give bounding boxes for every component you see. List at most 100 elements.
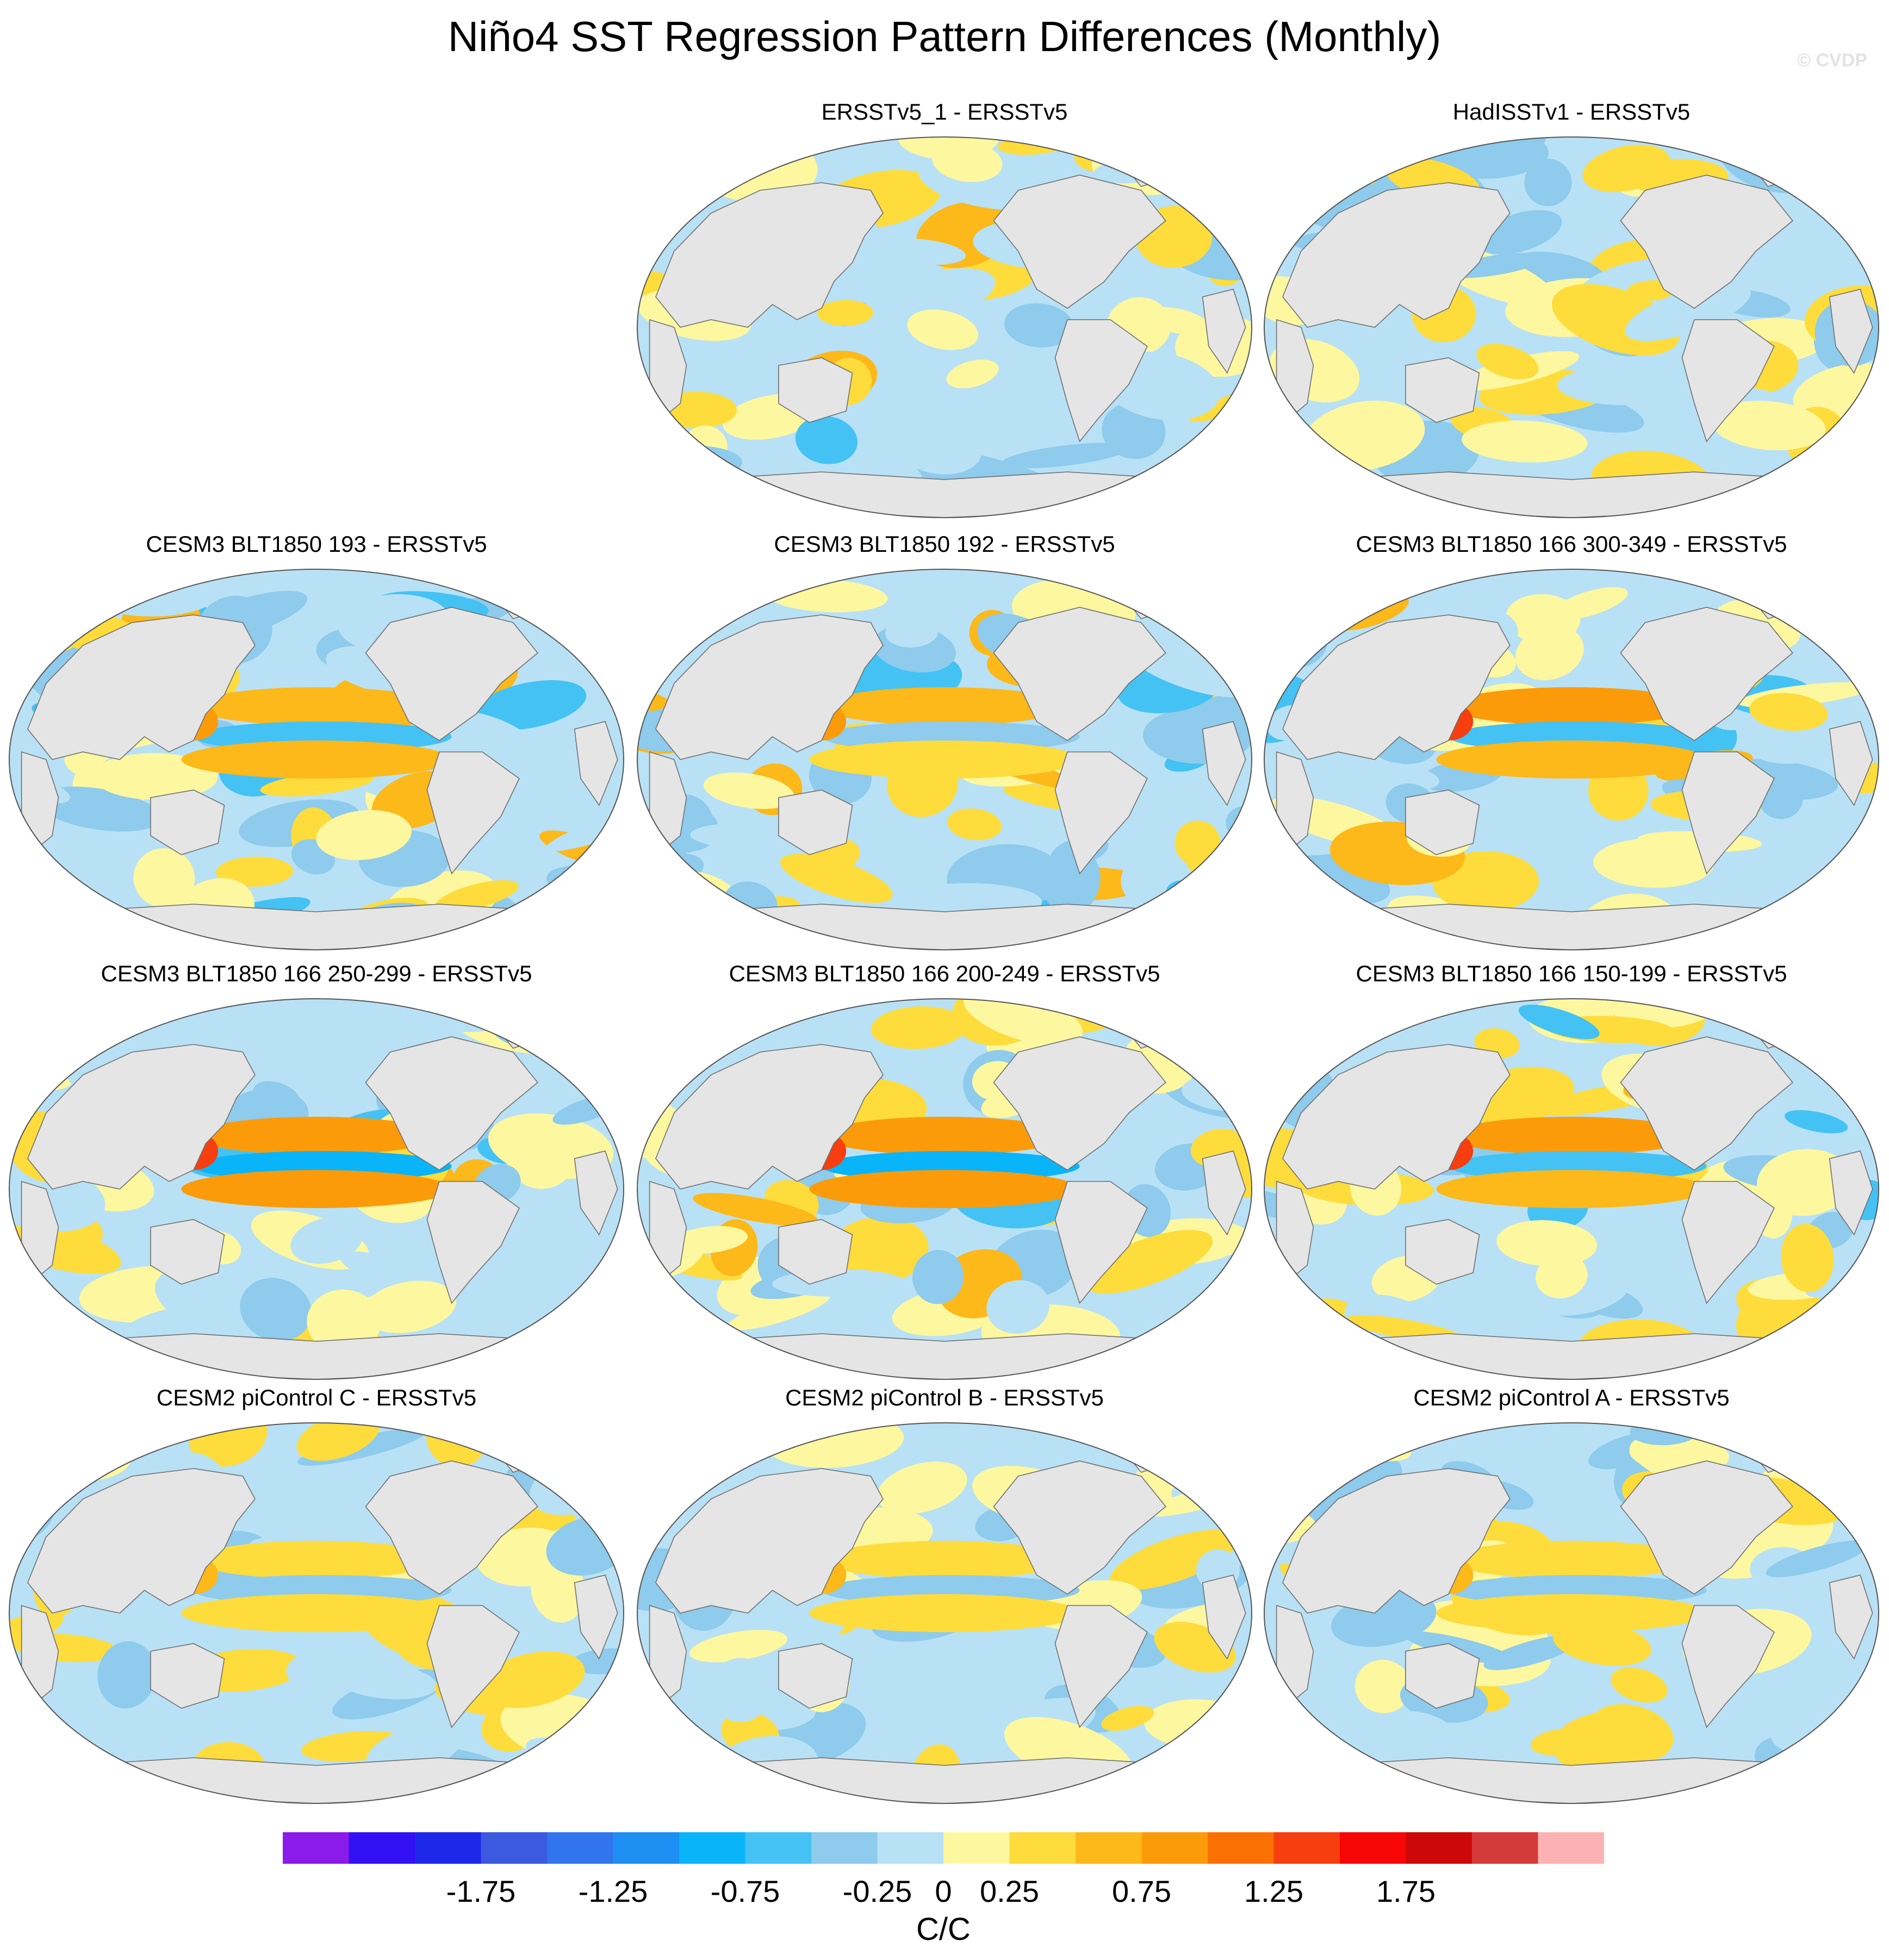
anomaly-blob [1552, 1621, 1651, 1666]
anomaly-blob [1264, 1733, 1326, 1770]
panel-title: CESM3 BLT1850 166 200-249 - ERSSTv5 [729, 961, 1160, 986]
anomaly-blob [709, 1658, 772, 1722]
anomaly-blob [637, 873, 685, 912]
anomaly-blob [1145, 569, 1252, 591]
anomaly-blob [1264, 1332, 1290, 1364]
anomaly-blob [1552, 1712, 1664, 1776]
colorbar-swatch [547, 1832, 613, 1864]
map-border [637, 136, 1252, 518]
colorbar-swatch [943, 1832, 1010, 1864]
land-mass [1620, 1460, 1793, 1595]
anomaly-blob [1593, 838, 1714, 888]
map-plot [9, 569, 624, 950]
anomaly-blob [1784, 1110, 1848, 1134]
colorbar-tick-label: -0.75 [711, 1874, 780, 1908]
colorbar-swatch [481, 1832, 548, 1864]
anomaly-blob [699, 569, 750, 614]
anomaly-blob [240, 1278, 312, 1341]
panel-title: CESM2 piControl A - ERSSTv5 [1413, 1385, 1730, 1410]
anomaly-blob [480, 1651, 585, 1708]
colorbar-swatch [1076, 1832, 1142, 1864]
anomaly-blob [92, 753, 218, 800]
map-plot [1264, 136, 1879, 518]
anomaly-blob [1354, 1659, 1412, 1714]
land-mass [150, 1643, 225, 1709]
colorbar-tick-label: 1.75 [1376, 1874, 1436, 1908]
anomaly-blob [473, 680, 587, 730]
land-mass [574, 1150, 618, 1236]
anomaly-blob [637, 1423, 700, 1440]
anomaly-blob [946, 359, 999, 389]
colorbar-swatch [1340, 1832, 1406, 1864]
anomaly-blob [36, 1756, 114, 1784]
anomaly-blob [1496, 1220, 1598, 1267]
anomaly-blob [1109, 1529, 1238, 1590]
anomaly-blob [986, 1280, 1049, 1334]
anomaly-blob [253, 1081, 300, 1111]
map-plot [1264, 569, 1879, 950]
land-mass [27, 1044, 256, 1190]
anomaly-blob [45, 1010, 91, 1046]
anomaly-blob [1086, 919, 1207, 950]
signal-band [181, 1170, 452, 1208]
anomaly-blob [828, 1216, 929, 1285]
land-mass [655, 182, 884, 328]
anomaly-blob [1782, 480, 1869, 518]
anomaly-blob [1524, 159, 1572, 207]
land-mass [1282, 1468, 1511, 1614]
panel-title: CESM3 BLT1850 166 250-299 - ERSSTv5 [101, 961, 532, 986]
land-mass [993, 1460, 1166, 1595]
signal-band [809, 1594, 1080, 1632]
anomaly-blob [1175, 820, 1221, 866]
map-plot [1264, 1422, 1879, 1804]
anomaly-blob [817, 300, 873, 326]
map-border [637, 998, 1252, 1380]
anomaly-blob [907, 309, 979, 350]
anomaly-blob [331, 1662, 437, 1700]
panel-cesm3-193: CESM3 BLT1850 193 - ERSSTv5 [7, 530, 626, 960]
map-border [637, 1422, 1252, 1804]
panel-title: CESM3 BLT1850 166 300-349 - ERSSTv5 [1356, 531, 1787, 557]
colorbar-swatch [1273, 1832, 1340, 1864]
anomaly-blob [1264, 137, 1311, 169]
land-mass [1054, 751, 1148, 875]
sst-field [9, 569, 624, 950]
anomaly-blob [423, 569, 510, 585]
anomaly-blob [1129, 646, 1249, 698]
land-mass [1681, 751, 1775, 875]
colorbar-svg: -1.75 -1.25 -0.75 -0.25 0 0.25 0.75 1.25 1.75 C/C [283, 1832, 1605, 1947]
land-mass [1829, 1575, 1873, 1660]
anomaly-blob [947, 808, 1002, 841]
land-mass [993, 175, 1166, 309]
signal-band [1449, 687, 1694, 725]
land-mass [1054, 1605, 1148, 1728]
panel-title: HadISSTv1 - ERSSTv5 [1452, 99, 1691, 125]
colorbar-tick-label: 0.75 [1112, 1874, 1171, 1908]
anomaly-blob [932, 141, 1003, 182]
anomaly-blob [1611, 1667, 1668, 1703]
anomaly-blob [639, 138, 694, 176]
land-mass [150, 789, 225, 855]
colorbar-swatch [1141, 1832, 1208, 1864]
land-mass [365, 607, 538, 741]
map-plot [637, 569, 1252, 950]
map-border [1264, 569, 1879, 950]
signal-band [194, 687, 439, 725]
anomaly-blob [689, 1629, 787, 1663]
anomaly-blob [216, 856, 294, 887]
colorbar-swatch [1538, 1832, 1605, 1864]
map-plot [637, 136, 1252, 518]
anomaly-blob [1147, 492, 1252, 518]
land-mass [778, 789, 853, 855]
anomaly-blob [885, 617, 939, 648]
anomaly-blob [1781, 1223, 1834, 1292]
land-mass [778, 1219, 853, 1285]
colorbar-tick-label: -0.25 [843, 1874, 912, 1908]
land-mass [1202, 289, 1246, 374]
panel-title: CESM2 piControl C - ERSSTv5 [156, 1385, 477, 1410]
sst-field [1264, 137, 1879, 518]
panel-cesm3-166-250-299: CESM3 BLT1850 166 250-299 - ERSSTv5 [7, 960, 626, 1389]
anomaly-blob [1083, 1230, 1213, 1293]
anomaly-blob [637, 1732, 681, 1785]
signal-band [194, 1541, 439, 1579]
